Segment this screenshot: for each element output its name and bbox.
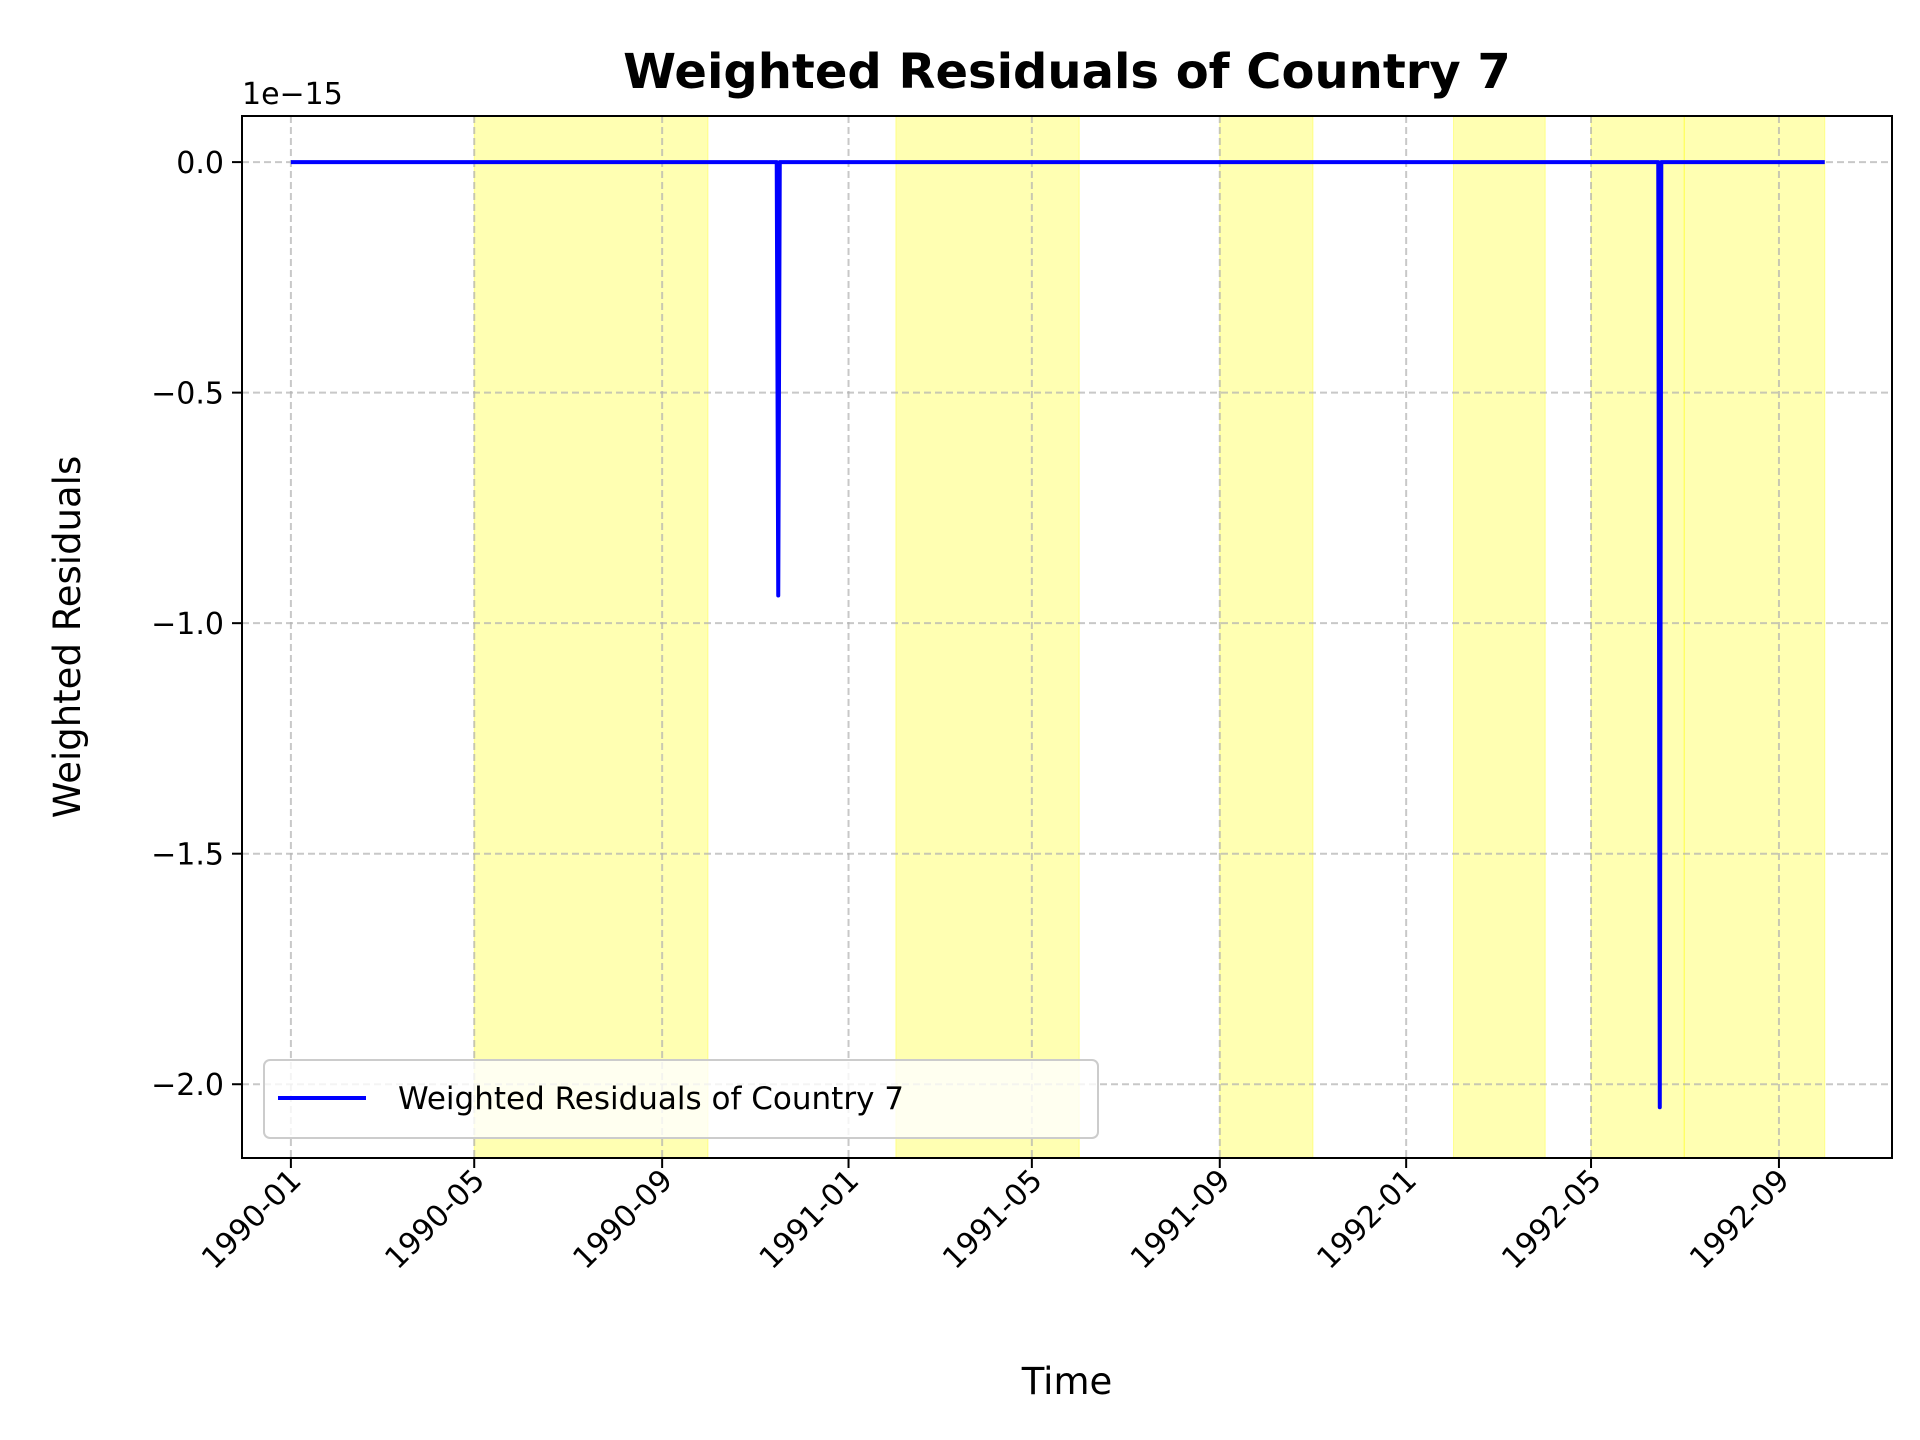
y-tick-label-0: 0.0 [176,146,224,181]
highlight-span-0 [473,115,709,1159]
y-offset-label: 1e−15 [242,77,343,112]
x-axis-label: Time [1021,1360,1113,1403]
highlight-span-1 [895,115,1080,1159]
y-tick-label-2: −1.0 [151,607,224,642]
highlight-span-5 [1683,115,1826,1159]
legend-box [263,1059,1099,1139]
highlight-span-2 [1219,115,1314,1159]
chart-title: Weighted Residuals of Country 7 [623,44,1511,100]
y-tick-label-4: −2.0 [151,1068,224,1103]
y-tick-label-3: −1.5 [151,838,224,873]
series-layer [290,160,1825,1110]
legend-label: Weighted Residuals of Country 7 [398,1081,904,1117]
y-axis-ticks: 0.0 −0.5 −1.0 −1.5 −2.0 [151,146,242,1103]
plot-frame [241,115,1893,1159]
highlight-spans [473,115,1826,1159]
y-axis-label: Weighted Residuals [46,456,89,818]
y-tick-label-1: −0.5 [151,377,224,412]
highlight-span-4 [1590,115,1685,1159]
legend: Weighted Residuals of Country 7 [263,1059,1099,1139]
series-line-0 [290,160,1825,1110]
highlight-span-3 [1453,115,1546,1159]
